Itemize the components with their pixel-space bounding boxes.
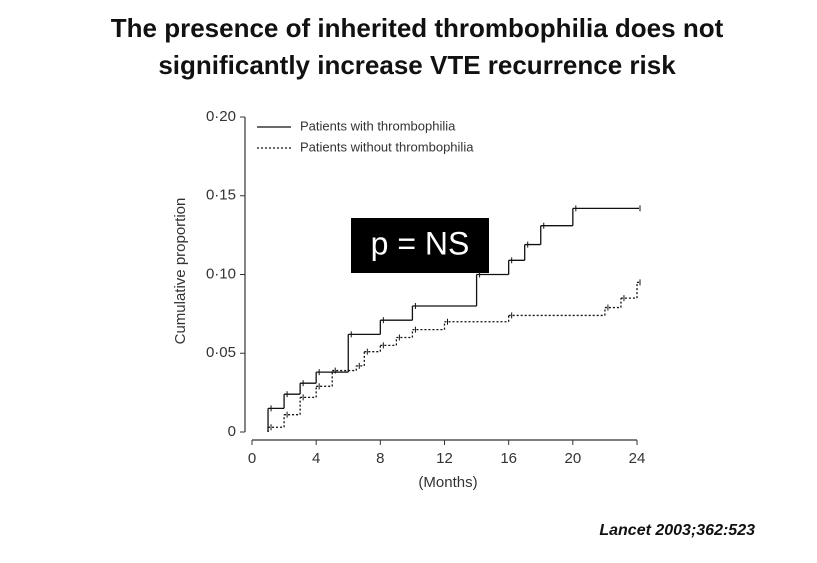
- x-tick-label: 8: [376, 450, 384, 467]
- y-tick-label: 0·20: [206, 108, 236, 125]
- x-tick-label: 4: [312, 450, 320, 467]
- legend-label: Patients without thrombophilia: [300, 139, 474, 154]
- legend-label: Patients with thrombophilia: [300, 118, 456, 133]
- x-tick-label: 0: [248, 450, 256, 467]
- annotation: p = NS: [371, 225, 470, 261]
- x-tick-label: 24: [629, 450, 646, 467]
- y-tick-label: 0·05: [206, 344, 236, 361]
- title-line: significantly increase VTE recurrence ri…: [158, 50, 676, 80]
- y-tick-label: 0·15: [206, 187, 236, 204]
- x-axis-label: (Months): [418, 474, 477, 491]
- y-tick-label: 0: [228, 423, 236, 440]
- annotation-box: [351, 218, 489, 273]
- x-tick-label: 12: [436, 450, 453, 467]
- x-tick-label: 20: [564, 450, 581, 467]
- x-tick-label: 16: [500, 450, 517, 467]
- citation: Lancet 2003;362:523: [599, 522, 755, 539]
- title-line: The presence of inherited thrombophilia …: [111, 13, 724, 43]
- y-tick-label: 0·10: [206, 265, 236, 282]
- y-axis-label: Cumulative proportion: [172, 198, 189, 345]
